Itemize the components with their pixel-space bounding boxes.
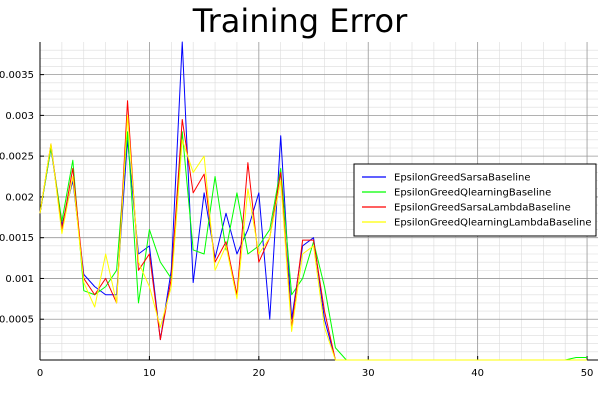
x-tick-label: 40	[471, 368, 484, 379]
legend-entry-label: EpsilonGreedSarsaBaseline	[394, 173, 531, 184]
y-tick-label: 0.0015	[0, 233, 34, 244]
x-tick-label: 50	[581, 368, 594, 379]
series-line-4	[39, 114, 588, 361]
x-tick-label: 0	[37, 368, 43, 379]
y-tick-label: 0.002	[5, 192, 34, 203]
chart-title: Training Error	[192, 2, 408, 40]
legend-entry-label: EpsilonGreedQlearningBaseline	[394, 188, 551, 199]
x-tick-label: 10	[143, 368, 156, 379]
legend: EpsilonGreedSarsaBaseline EpsilonGreedQle…	[353, 163, 597, 237]
series-lines	[39, 41, 588, 361]
y-tick-label: 0.001	[5, 274, 34, 285]
legend-entry-label: EpsilonGreedSarsaLambdaBaseline	[394, 203, 571, 214]
legend-entry-label: EpsilonGreedQlearningLambdaBaseline	[394, 218, 592, 229]
x-tick-label: 30	[362, 368, 375, 379]
x-tick-labels: 0 10 20 30 40 50	[37, 368, 594, 379]
y-tick-label: 0.0005	[0, 315, 34, 326]
y-tick-label: 0.0035	[0, 70, 34, 81]
y-tick-label: 0.0025	[0, 152, 34, 163]
legend-box	[353, 163, 597, 237]
y-tick-label: 0.003	[5, 111, 34, 122]
x-tick-label: 20	[252, 368, 265, 379]
y-tick-labels: 0.0005 0.001 0.0015 0.002 0.0025 0.003 0.0035	[0, 70, 34, 326]
